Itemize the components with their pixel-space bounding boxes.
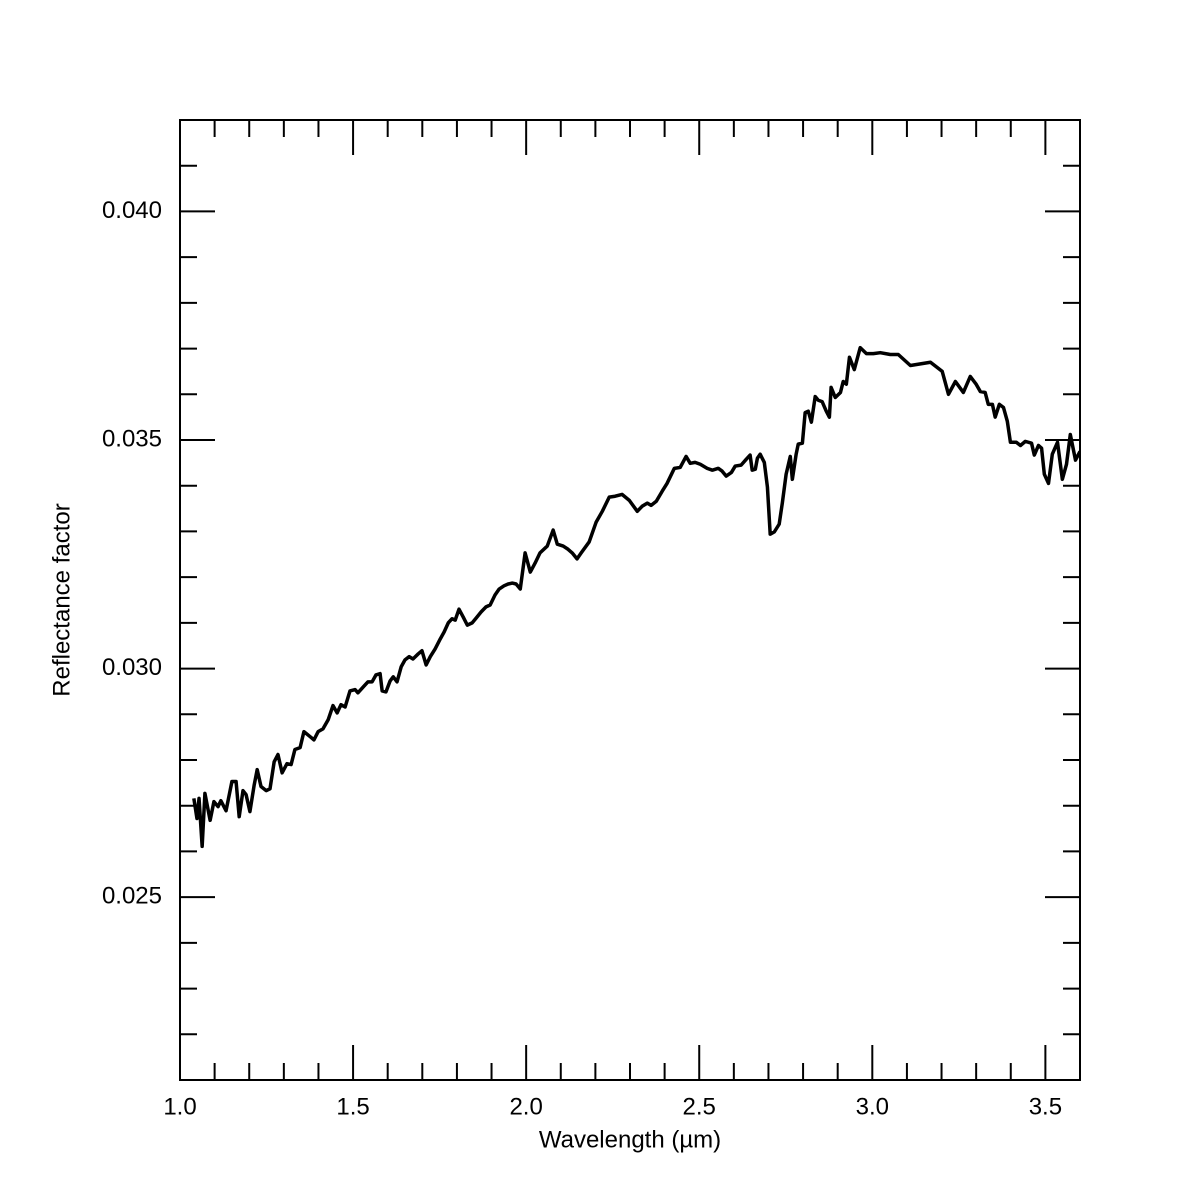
x-tick-label: 3.5 xyxy=(1029,1093,1062,1120)
y-tick-label: 0.025 xyxy=(102,882,162,909)
ticks: 1.0 1.5 2.0 2.5 3.0 3.5 0.025 0.030 0.035 0.040 xyxy=(102,120,1080,1120)
x-tick-label: 1.5 xyxy=(336,1093,369,1120)
x-tick-label: 2.0 xyxy=(509,1093,542,1120)
y-axis-title: Reflectance factor xyxy=(48,503,75,696)
x-axis-title: Wavelength (µm) xyxy=(539,1126,721,1153)
data-line xyxy=(192,345,1080,849)
x-tick-label: 3.0 xyxy=(856,1093,889,1120)
x-tick-label: 1.0 xyxy=(163,1093,196,1120)
plot-frame xyxy=(179,119,1081,1081)
y-tick-label: 0.030 xyxy=(102,654,162,681)
y-tick-label: 0.040 xyxy=(102,197,162,224)
x-tick-label: 2.5 xyxy=(683,1093,716,1120)
plot-area xyxy=(192,345,1080,849)
y-tick-label: 0.035 xyxy=(102,425,162,452)
